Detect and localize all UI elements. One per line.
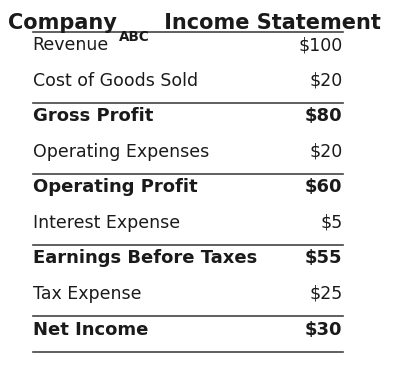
- Text: Income Statement: Income Statement: [157, 13, 381, 33]
- Text: $20: $20: [309, 143, 343, 161]
- Text: Operating Expenses: Operating Expenses: [33, 143, 209, 161]
- Text: $30: $30: [305, 321, 343, 338]
- Text: Net Income: Net Income: [33, 321, 148, 338]
- Text: Earnings Before Taxes: Earnings Before Taxes: [33, 249, 257, 268]
- Text: $20: $20: [309, 72, 343, 90]
- Text: Tax Expense: Tax Expense: [33, 285, 141, 303]
- Text: Gross Profit: Gross Profit: [33, 107, 153, 125]
- Text: $60: $60: [305, 179, 343, 196]
- Text: Company: Company: [8, 13, 117, 33]
- Text: Revenue: Revenue: [33, 36, 109, 54]
- Text: $80: $80: [305, 107, 343, 125]
- Text: $100: $100: [298, 36, 343, 54]
- Text: ABC: ABC: [119, 30, 150, 44]
- Text: $25: $25: [309, 285, 343, 303]
- Text: Cost of Goods Sold: Cost of Goods Sold: [33, 72, 198, 90]
- Text: Interest Expense: Interest Expense: [33, 214, 180, 232]
- Text: Operating Profit: Operating Profit: [33, 179, 197, 196]
- Text: $55: $55: [305, 249, 343, 268]
- Text: $5: $5: [320, 214, 343, 232]
